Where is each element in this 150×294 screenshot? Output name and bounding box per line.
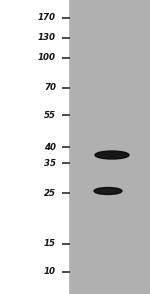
Ellipse shape	[95, 151, 129, 159]
Text: 130: 130	[38, 34, 56, 43]
Text: 35: 35	[44, 158, 56, 168]
Text: 15: 15	[44, 240, 56, 248]
Bar	[0, 0, 68, 294]
Text: 55: 55	[44, 111, 56, 119]
Text: 170: 170	[38, 14, 56, 23]
Text: 10: 10	[44, 268, 56, 276]
Text: 25: 25	[44, 188, 56, 198]
Text: 70: 70	[44, 83, 56, 93]
Bar	[68, 0, 150, 294]
Text: 100: 100	[38, 54, 56, 63]
Text: 40: 40	[44, 143, 56, 151]
Ellipse shape	[94, 188, 122, 195]
